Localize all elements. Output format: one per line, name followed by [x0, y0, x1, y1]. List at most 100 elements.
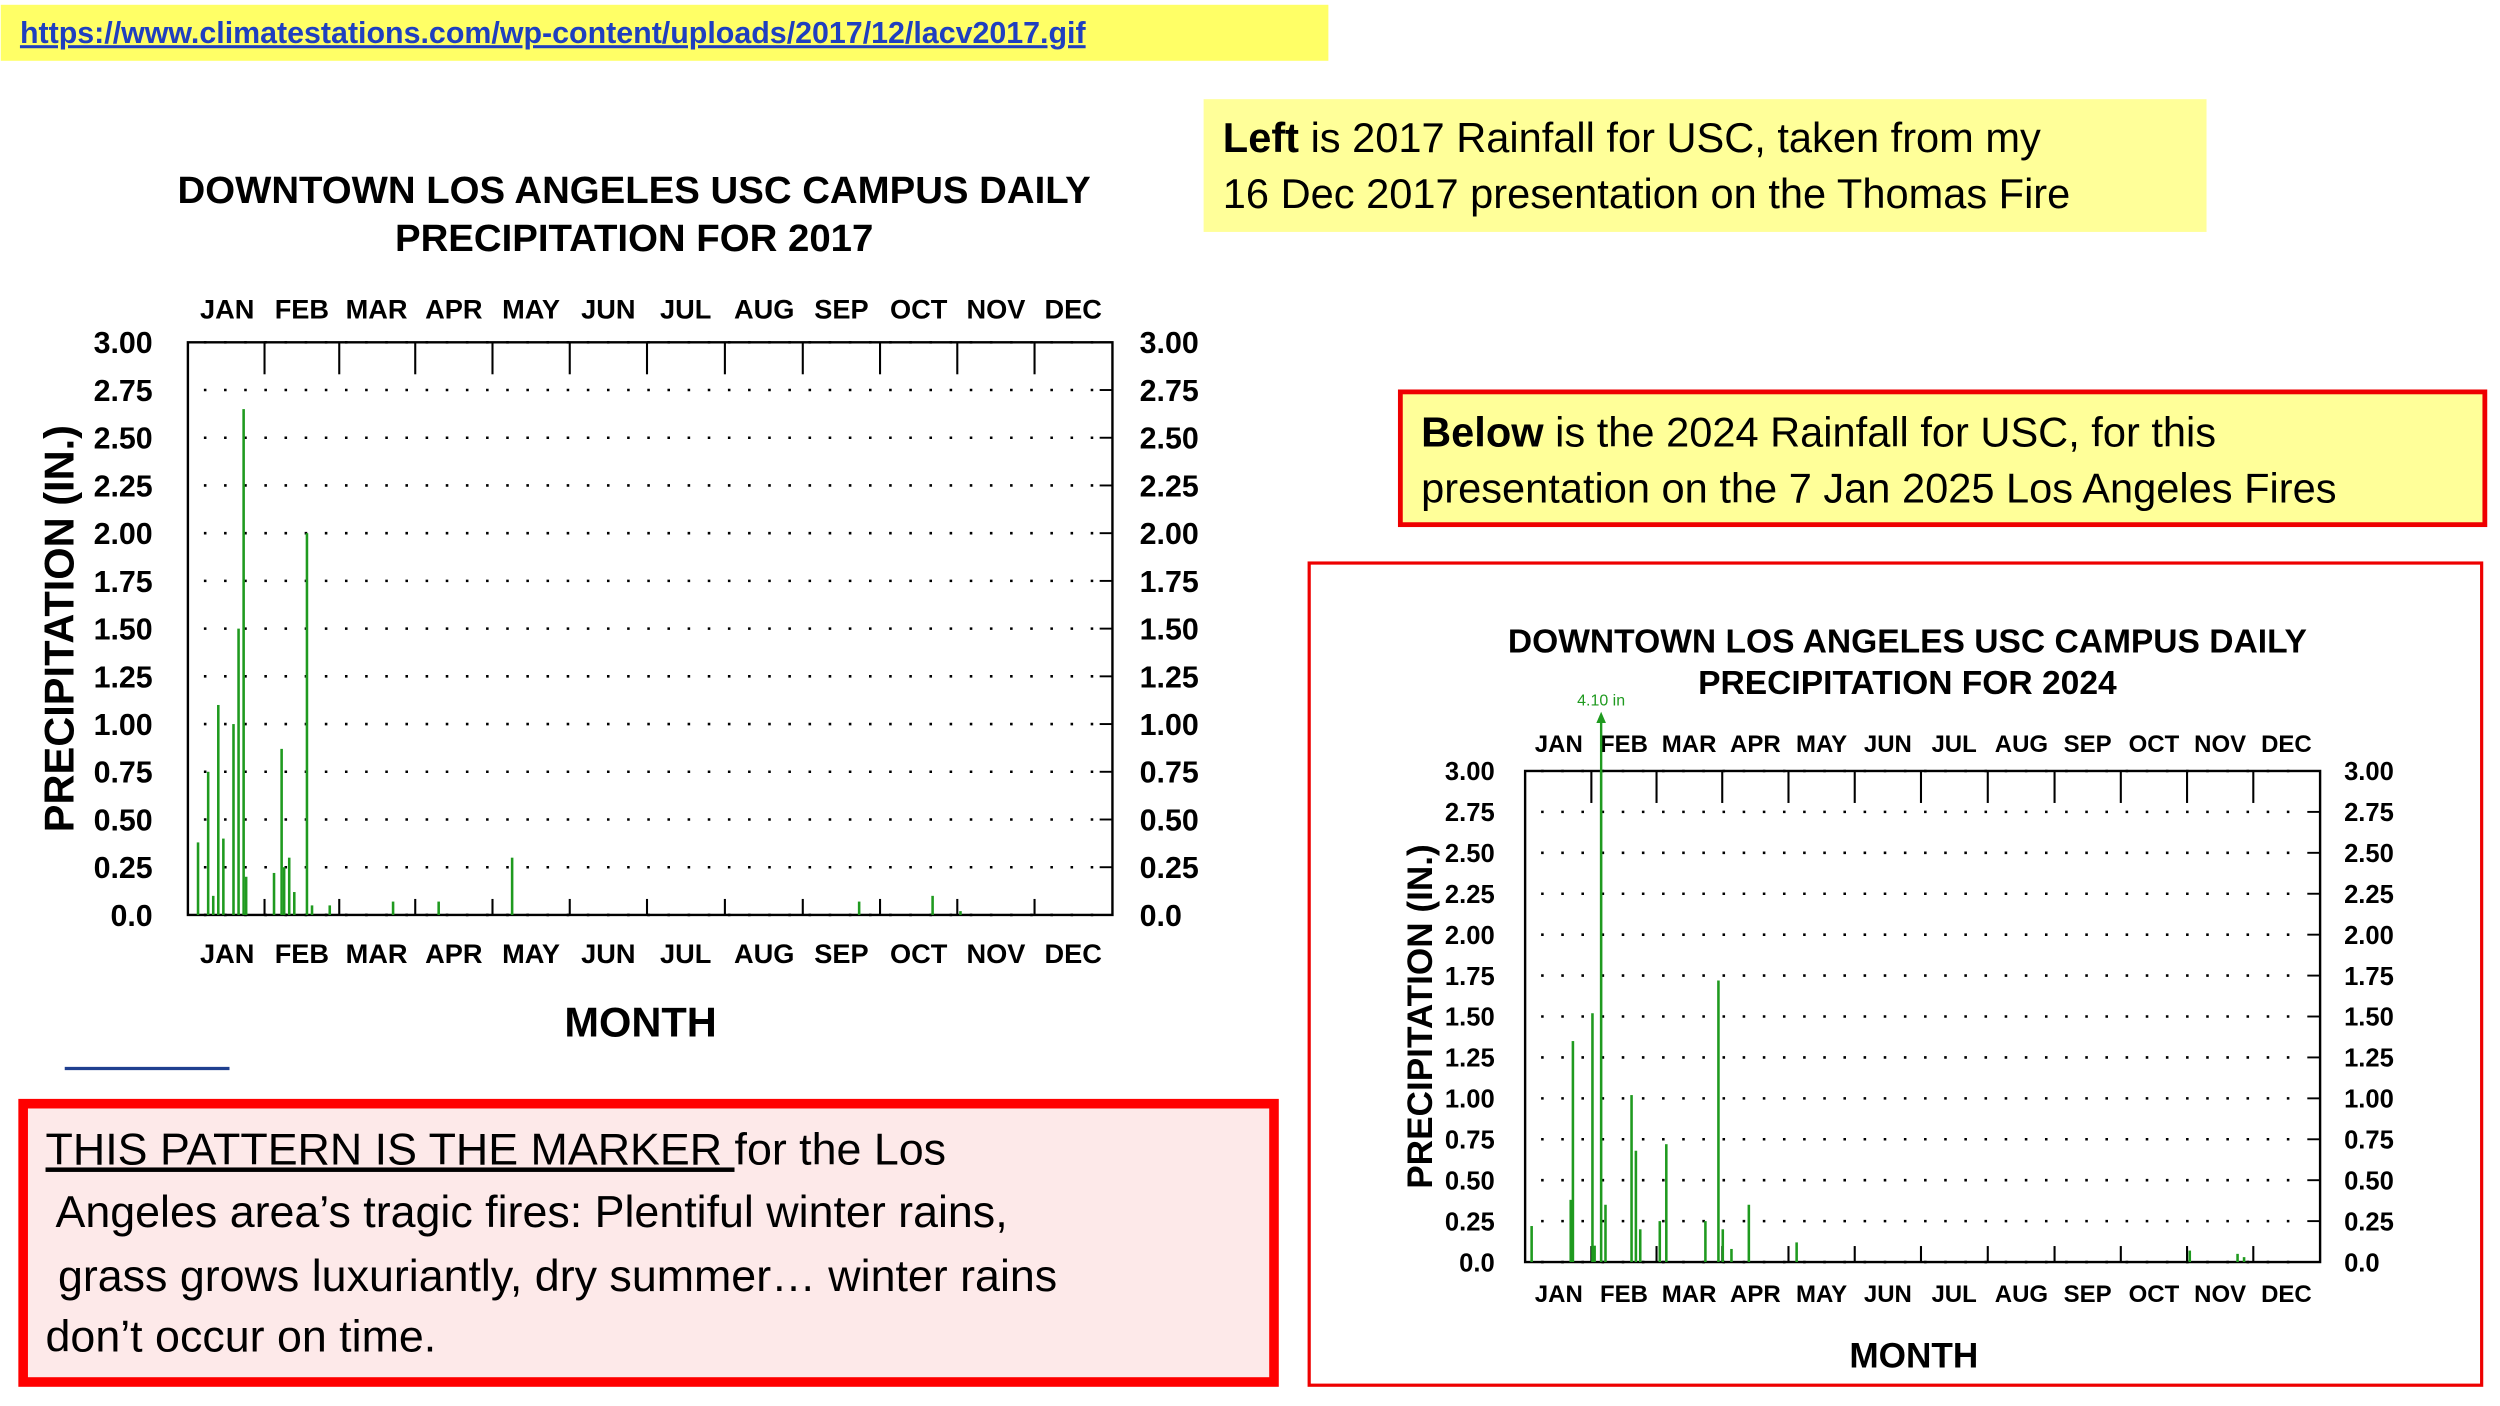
y-tick-label: 2.25	[94, 469, 153, 503]
note-below-box	[1397, 389, 2488, 528]
x-tick-label: JAN	[1535, 731, 1583, 758]
note-line: is 2017 Rainfall for USC, taken from my	[1299, 114, 2041, 161]
y-tick-label: 2.50	[94, 422, 153, 456]
x-tick-label: APR	[1730, 731, 1781, 758]
x-tick-label: SEP	[2064, 731, 2112, 758]
y-tick-label: 0.75	[94, 756, 153, 790]
x-tick-label: JAN	[200, 293, 254, 324]
chart-title: PRECIPITATION FOR 2017	[395, 217, 873, 260]
bar	[510, 857, 514, 915]
x-tick-label: MAR	[346, 938, 408, 969]
bar	[1599, 770, 1603, 1263]
y2-tick-label: 1.00	[1140, 708, 1199, 742]
marker-line: for the Los	[735, 1124, 947, 1174]
bar	[217, 704, 220, 915]
note-bold: Below	[1421, 408, 1544, 455]
y-tick-label: 0.0	[1459, 1249, 1495, 1277]
y2-tick-label: 2.75	[1140, 374, 1199, 408]
y2-tick-label: 2.50	[2344, 840, 2394, 868]
y2-tick-label: 1.00	[2344, 1086, 2394, 1114]
y2-tick-label: 1.25	[2344, 1045, 2394, 1073]
bar	[272, 872, 276, 915]
bar	[437, 901, 440, 915]
x-tick-label: FEB	[275, 293, 329, 324]
x-tick-label: MAY	[502, 938, 560, 969]
x-tick-label: DEC	[1044, 938, 1101, 969]
bar	[2242, 1257, 2246, 1263]
x-tick-label: JAN	[1535, 1281, 1583, 1308]
bar	[222, 838, 225, 915]
note-left-box	[1203, 99, 2207, 232]
marker-note: THIS PATTERN IS THE MARKER for the Los	[46, 1124, 947, 1174]
y2-tick-label: 3.00	[2344, 758, 2394, 786]
bar	[1593, 1245, 1596, 1263]
url-bg	[0, 4, 1329, 61]
y-tick-label: 0.25	[1445, 1208, 1495, 1236]
x-tick-label: MAY	[1796, 1281, 1847, 1308]
y-tick-label: 1.00	[94, 708, 153, 742]
url: https://www.climatestations.com/wp-conte…	[20, 16, 1087, 50]
marker-underlined: THIS PATTERN IS THE MARKER	[46, 1124, 735, 1174]
y2-tick-label: 2.25	[1140, 469, 1199, 503]
y-tick-label: 1.75	[94, 565, 153, 599]
marker-note: grass grows luxuriantly, dry summer… win…	[46, 1251, 1058, 1301]
y-tick-label: 2.75	[94, 374, 153, 408]
y2-tick-label: 1.50	[2344, 1004, 2394, 1032]
bar	[1630, 1095, 1633, 1263]
x-tick-label: MAR	[346, 293, 408, 324]
y2-tick-label: 1.75	[2344, 963, 2394, 991]
x-tick-label: JUL	[660, 938, 711, 969]
bar	[1634, 1150, 1638, 1263]
y-tick-label: 2.00	[94, 517, 153, 551]
x-tick-label: JUL	[1931, 731, 1976, 758]
y-tick-label: 0.50	[94, 803, 153, 837]
bar	[1571, 1041, 1575, 1263]
y2-tick-label: 2.75	[2344, 799, 2394, 827]
y-tick-label: 3.00	[94, 326, 153, 360]
x-tick-label: AUG	[1995, 731, 2048, 758]
x-tick-label: NOV	[2194, 731, 2246, 758]
y-tick-label: 1.75	[1445, 963, 1495, 991]
y2-tick-label: 0.0	[2344, 1249, 2380, 1277]
x-tick-label: JUN	[581, 293, 635, 324]
bar	[1569, 1199, 1573, 1263]
y2-tick-label: 0.25	[2344, 1208, 2394, 1236]
bar	[2236, 1253, 2239, 1263]
bar	[196, 842, 200, 915]
bar	[1730, 1248, 1733, 1263]
y2-tick-label: 0.75	[1140, 756, 1199, 790]
note-below: Below is the 2024 Rainfall for USC, for …	[1421, 408, 2216, 455]
x-tick-label: NOV	[966, 938, 1025, 969]
y2-tick-label: 0.0	[1140, 899, 1182, 933]
bar	[244, 876, 248, 915]
y-tick-label: 2.50	[1445, 840, 1495, 868]
marker-note: don’t occur on time.	[46, 1312, 437, 1362]
x-tick-label: JUN	[581, 938, 635, 969]
y-axis-label: PRECIPITATION (IN.)	[1401, 844, 1440, 1189]
x-tick-label: FEB	[275, 938, 329, 969]
x-tick-label: JAN	[200, 938, 254, 969]
x-axis-label: MONTH	[1849, 1337, 1978, 1376]
y2-tick-label: 1.50	[1140, 613, 1199, 647]
y-tick-label: 1.25	[1445, 1045, 1495, 1073]
y2-tick-label: 2.50	[1140, 422, 1199, 456]
bar	[237, 628, 240, 915]
bar	[310, 905, 314, 915]
annotation: 4.10 in	[1577, 692, 1625, 709]
y2-tick-label: 0.50	[1140, 803, 1199, 837]
x-tick-label: SEP	[814, 293, 868, 324]
note-left: 16 Dec 2017 presentation on the Thomas F…	[1223, 170, 2070, 217]
y-tick-label: 0.0	[110, 899, 152, 933]
bar	[1704, 1221, 1707, 1263]
x-tick-label: OCT	[2129, 1281, 2180, 1308]
y-tick-label: 3.00	[1445, 758, 1495, 786]
bar	[293, 892, 296, 915]
x-tick-label: JUL	[660, 293, 711, 324]
bar	[1717, 980, 1720, 1263]
y-tick-label: 2.00	[1445, 922, 1495, 950]
y-tick-label: 1.25	[94, 660, 153, 694]
bar	[2188, 1250, 2192, 1263]
x-tick-label: DEC	[1044, 293, 1101, 324]
